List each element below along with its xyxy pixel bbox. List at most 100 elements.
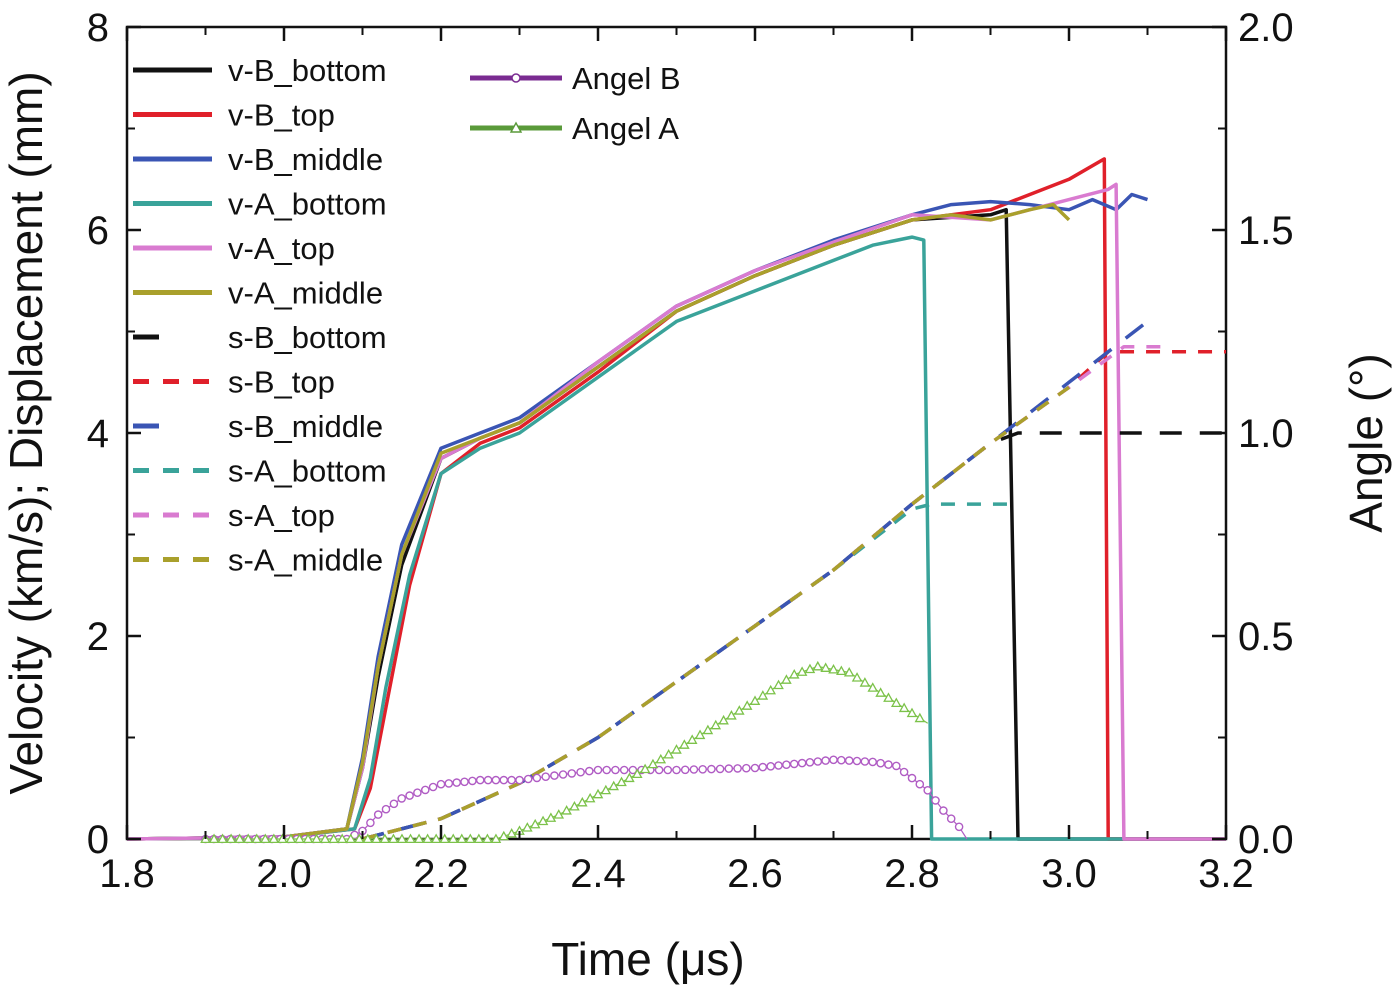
data-point xyxy=(507,775,516,785)
data-point xyxy=(428,782,438,792)
y2-axis-title: Angle (°) xyxy=(1340,353,1392,532)
series-layer xyxy=(126,157,1226,844)
data-point xyxy=(671,744,682,754)
data-point xyxy=(702,724,714,735)
data-point xyxy=(694,729,706,740)
data-point xyxy=(413,833,425,844)
data-point xyxy=(843,667,855,677)
data-point xyxy=(782,760,791,770)
x-tick-label: 2.4 xyxy=(570,852,626,896)
data-point xyxy=(689,765,699,774)
data-point xyxy=(639,763,651,774)
data-point xyxy=(907,773,917,783)
series-line xyxy=(126,235,1226,841)
data-point xyxy=(788,669,800,679)
legend-item: Angel B xyxy=(470,61,681,96)
legend-item: v-B_top xyxy=(133,98,335,133)
data-point xyxy=(679,739,690,749)
data-point xyxy=(923,786,933,795)
data-point xyxy=(805,758,815,767)
series-line xyxy=(283,202,1071,839)
data-point xyxy=(397,794,407,803)
legend-label: Angel A xyxy=(572,111,679,146)
data-point xyxy=(707,764,716,774)
data-point xyxy=(584,792,596,803)
y-tick-label: 6 xyxy=(87,209,109,253)
series-s-b-middle xyxy=(362,320,1149,841)
data-point xyxy=(381,804,391,814)
data-point xyxy=(829,755,838,765)
data-point xyxy=(765,684,777,695)
series-line xyxy=(362,320,1149,841)
series-v-b-top xyxy=(126,157,1226,841)
data-point xyxy=(396,833,408,844)
data-point xyxy=(302,833,314,844)
data-point xyxy=(389,799,399,809)
data-point xyxy=(624,772,635,783)
data-point xyxy=(468,776,477,786)
y2-tick-label: 0.5 xyxy=(1238,615,1294,659)
legend-label: v-B_top xyxy=(228,98,335,133)
data-point xyxy=(430,833,442,844)
y2-tick-label: 2.0 xyxy=(1238,6,1294,50)
data-point xyxy=(837,755,846,765)
series-line xyxy=(362,385,1071,841)
data-point xyxy=(388,833,399,844)
data-point xyxy=(405,791,414,800)
legend-item: s-A_top xyxy=(133,498,335,533)
data-point xyxy=(537,815,549,826)
data-point xyxy=(698,765,708,774)
legend-label: Angel B xyxy=(572,61,681,96)
series-v-a-middle xyxy=(283,202,1071,839)
data-point xyxy=(619,765,629,775)
legend-label: v-B_middle xyxy=(228,142,383,177)
x-tick-label: 1.8 xyxy=(99,852,155,896)
data-point xyxy=(749,695,761,705)
data-point xyxy=(820,662,831,672)
data-point xyxy=(558,770,568,779)
data-point xyxy=(523,774,533,784)
data-point xyxy=(852,756,862,766)
legend-item: s-B_middle xyxy=(133,409,383,444)
data-point xyxy=(860,757,870,766)
y-tick-label: 8 xyxy=(87,6,109,50)
data-point xyxy=(686,734,698,744)
data-point xyxy=(439,833,450,844)
data-point xyxy=(868,757,878,767)
data-point xyxy=(499,775,509,785)
legend-label: v-A_top xyxy=(228,231,335,266)
data-point xyxy=(931,796,940,805)
data-point xyxy=(663,765,673,775)
data-point xyxy=(550,771,559,780)
series-angel-b xyxy=(201,755,968,844)
data-point xyxy=(715,764,725,774)
data-point xyxy=(608,780,620,791)
data-point xyxy=(208,833,220,844)
data-point xyxy=(225,833,237,844)
data-point xyxy=(672,765,681,775)
legend-marker xyxy=(511,73,521,83)
series-s-b-bottom xyxy=(362,431,1226,841)
data-point xyxy=(413,788,422,798)
data-point xyxy=(718,714,729,725)
legend-item: s-B_bottom xyxy=(133,320,387,355)
ticks-layer: 1.8 2.0 2.2 2.4 2.6 2.8 3.0 3.2 0 2 4 6 8 0.0 0.5 1.0 1.… xyxy=(87,6,1294,896)
data-point xyxy=(750,763,760,773)
data-point xyxy=(362,833,374,844)
legend-item: v-A_bottom xyxy=(133,187,387,222)
y-tick-label: 2 xyxy=(87,615,109,659)
legend-label: s-A_bottom xyxy=(228,454,387,489)
y2-tick-label: 1.0 xyxy=(1238,412,1294,456)
data-point xyxy=(758,762,768,772)
x-tick-label: 2.8 xyxy=(884,852,940,896)
series-line xyxy=(362,431,1226,841)
data-point xyxy=(234,833,245,844)
x-tick-label: 2.6 xyxy=(727,852,783,896)
data-point xyxy=(259,833,271,844)
data-point xyxy=(561,805,572,815)
data-point xyxy=(473,833,485,844)
legend-item: v-B_bottom xyxy=(133,53,387,88)
data-point xyxy=(733,705,745,715)
data-point xyxy=(498,830,510,841)
